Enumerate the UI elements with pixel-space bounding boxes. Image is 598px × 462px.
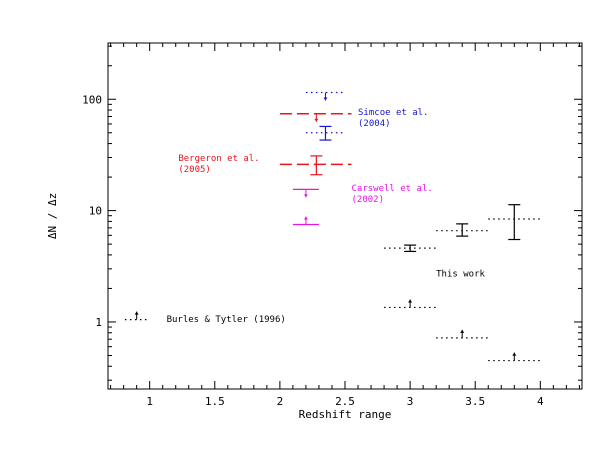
x-tick-label: 3.5	[465, 395, 485, 408]
data-point	[292, 188, 319, 198]
limit-arrow-head	[314, 118, 319, 122]
annotations: Simcoe et al. (2004) Bergeron et al. (2005)…	[167, 108, 486, 325]
limit-arrow-head	[303, 216, 308, 220]
data-point	[124, 311, 150, 321]
x-tick-label: 4	[537, 395, 544, 408]
y-tick-label: 10	[89, 205, 102, 218]
data-point	[384, 299, 437, 309]
annotation: Bergeron et al. (2005)	[178, 154, 259, 175]
data-point	[292, 216, 319, 226]
annotation-line: Carswell et al.	[352, 184, 433, 194]
data-point	[305, 91, 345, 101]
annotation: Simcoe et al. (2004)	[358, 108, 428, 129]
limit-arrow-head	[512, 352, 517, 356]
y-tick-label: 1	[95, 316, 102, 329]
ticks: 1 1.5 2 2.5 3 3.5 4 1 10 100	[82, 43, 582, 408]
annotation: This work	[436, 270, 485, 280]
y-tick-label: 100	[82, 93, 102, 106]
x-tick-label: 2	[277, 395, 284, 408]
plot-frame	[107, 42, 583, 390]
annotation-line: Burles & Tytler (1996)	[167, 315, 286, 325]
limit-arrow-head	[323, 97, 328, 101]
data-point	[488, 352, 541, 362]
data-point	[488, 204, 541, 241]
annotation-line: Simcoe et al.	[358, 108, 428, 118]
data-point	[436, 223, 489, 237]
annotation-line: This work	[436, 270, 485, 280]
data-point	[279, 155, 352, 176]
data-point	[279, 113, 352, 122]
data-marks	[124, 91, 541, 362]
x-tick-label: 2.5	[335, 395, 355, 408]
annotation: Burles & Tytler (1996)	[167, 315, 286, 325]
limit-arrow-head	[303, 194, 308, 198]
limit-arrow-head	[134, 311, 139, 315]
annotation-line: Bergeron et al.	[178, 154, 259, 164]
x-axis-label: Redshift range	[299, 408, 392, 421]
limit-arrow-head	[408, 299, 413, 303]
y-axis-label: ΔN / Δz	[46, 193, 59, 239]
x-tick-label: 3	[407, 395, 414, 408]
data-point	[436, 329, 489, 339]
annotation: Carswell et al. (2002)	[352, 184, 433, 205]
annotation-line: (2004)	[358, 119, 391, 129]
limit-arrow-head	[460, 329, 465, 333]
annotation-line: (2002)	[352, 195, 385, 205]
x-tick-label: 1.5	[205, 395, 225, 408]
data-point	[384, 244, 437, 253]
data-point	[305, 125, 345, 141]
annotation-line: (2005)	[178, 165, 211, 175]
x-tick-label: 1	[146, 395, 153, 408]
